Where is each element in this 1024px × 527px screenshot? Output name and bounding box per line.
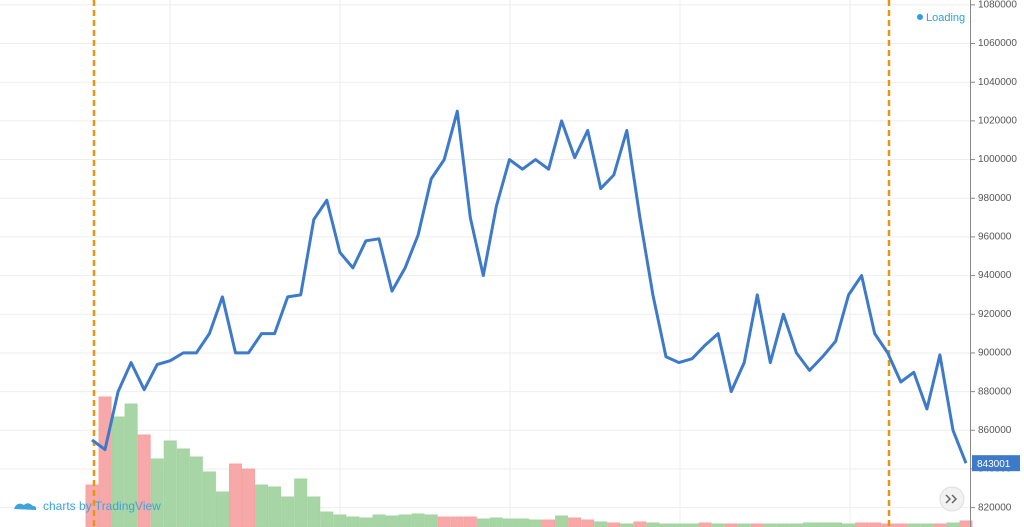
watermark: charts by TradingView: [14, 499, 161, 513]
volume-bar: [633, 521, 647, 527]
volume-bar: [294, 478, 308, 527]
volume-bar: [829, 522, 843, 527]
scroll-button[interactable]: [939, 486, 965, 512]
volume-bar: [515, 518, 529, 527]
y-tick-label: 960000: [978, 232, 1012, 243]
volume-bar: [542, 519, 556, 527]
volume-bar: [176, 448, 190, 527]
volume-bar: [646, 522, 660, 527]
volume-bar: [372, 514, 386, 527]
volume-bar: [555, 515, 569, 527]
y-tick-label: 1000000: [978, 154, 1017, 165]
volume-bar: [959, 520, 973, 527]
volume-bar: [607, 522, 621, 527]
vertical-grid: [169, 0, 851, 527]
volume-bar: [359, 517, 373, 527]
volume-bar: [659, 523, 673, 527]
y-tick-label: 1040000: [978, 77, 1017, 88]
volume-bar: [398, 514, 412, 527]
y-tick-label: 920000: [978, 309, 1012, 320]
volume-bar: [568, 517, 582, 527]
volume-bar: [920, 523, 934, 527]
volume-bar: [816, 522, 830, 527]
volume-bar: [111, 416, 125, 527]
volume-bar: [907, 523, 921, 527]
y-tick-label: 1020000: [978, 116, 1017, 127]
volume-bar: [750, 523, 764, 527]
volume-bar: [737, 523, 751, 527]
volume-bar: [842, 523, 856, 527]
volume-bar: [150, 458, 164, 527]
volume-bar: [776, 523, 790, 527]
volume-bar: [255, 484, 269, 527]
volume-bar: [620, 523, 634, 527]
volume-bar: [437, 516, 451, 527]
y-tick-label: 980000: [978, 193, 1012, 204]
volume-bar: [476, 518, 490, 527]
volume-bar: [711, 523, 725, 527]
y-tick-label: 820000: [978, 502, 1012, 513]
y-tick-label: 1080000: [978, 0, 1017, 10]
last-price-box: [972, 455, 1020, 472]
volume-bar: [424, 514, 438, 527]
volume-bar: [163, 440, 177, 527]
volume-bar: [868, 522, 882, 527]
volume-bar: [789, 523, 803, 527]
volume-bar: [529, 519, 543, 527]
volume-bar: [281, 496, 295, 527]
volume-bar: [881, 523, 895, 527]
volume-bar: [450, 516, 464, 527]
volume-bar: [124, 403, 138, 527]
volume-bar: [946, 522, 960, 527]
price-line: [91, 109, 968, 464]
volume-bar: [581, 519, 595, 527]
status-dot: [917, 14, 923, 20]
last-price-label: 843001: [977, 459, 1011, 470]
volume-bar: [333, 514, 347, 527]
volume-bar: [320, 511, 334, 527]
volume-bar: [802, 522, 816, 527]
volume-bar: [463, 516, 477, 527]
volume-bar: [215, 491, 229, 527]
volume-bar: [502, 518, 516, 527]
watermark-text: charts by TradingView: [43, 499, 161, 513]
volume-bar: [346, 516, 360, 527]
volume-bar: [202, 471, 216, 527]
volume-bar: [268, 486, 282, 527]
y-tick-label: 940000: [978, 270, 1012, 281]
volume-bar: [411, 513, 425, 527]
volume-bar: [672, 523, 686, 527]
volume-bar: [137, 434, 151, 527]
y-tick-label: 900000: [978, 348, 1012, 359]
volume-bar: [698, 522, 712, 527]
volume-bar: [894, 523, 908, 527]
volume-bar: [763, 523, 777, 527]
volume-bar: [307, 496, 321, 527]
volume-bar: [489, 517, 503, 527]
y-tick-label: 1060000: [978, 38, 1017, 49]
volume-bar: [242, 468, 256, 527]
status-text: Loading: [926, 12, 965, 24]
volume-bar: [933, 523, 947, 527]
volume-bar: [189, 456, 203, 527]
volume-bar: [685, 523, 699, 527]
volume-bar: [228, 463, 242, 527]
volume-bar: [724, 523, 738, 527]
y-tick-label: 860000: [978, 425, 1012, 436]
y-tick-label: 880000: [978, 386, 1012, 397]
volume-bar: [594, 521, 608, 527]
volume-bar: [855, 522, 869, 527]
volume-bar: [385, 515, 399, 527]
